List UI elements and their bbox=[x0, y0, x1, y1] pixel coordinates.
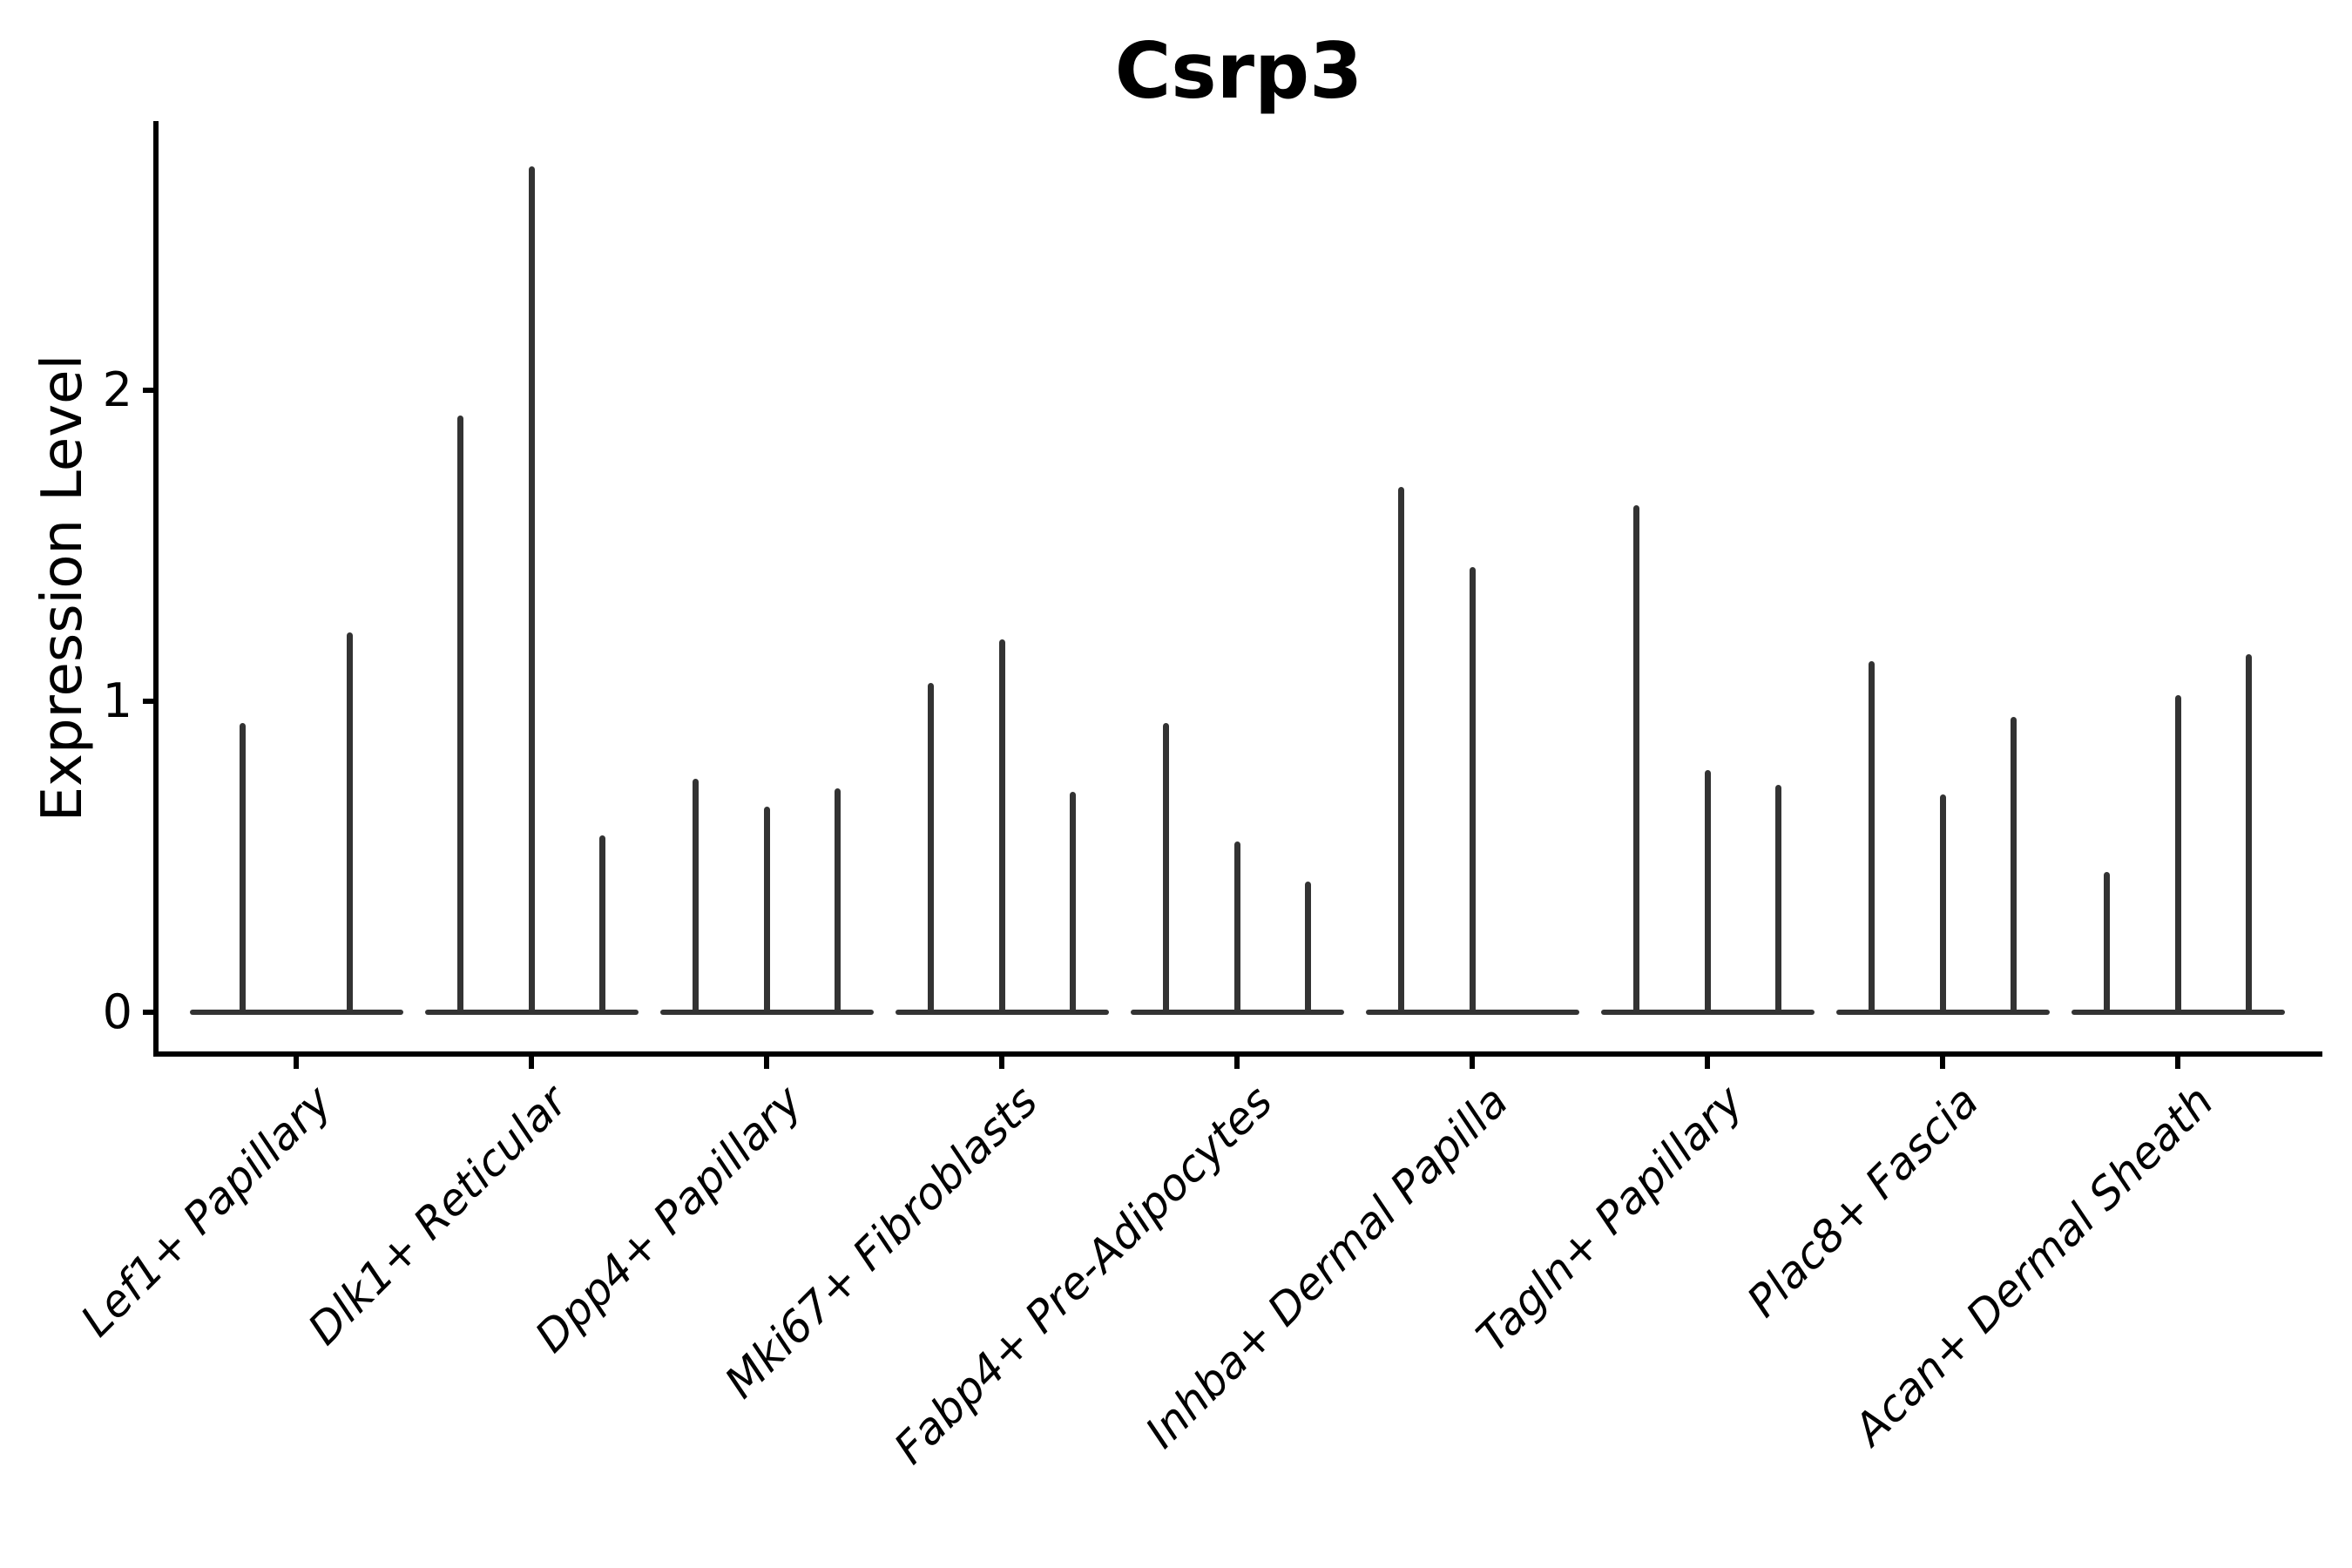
y-axis-label: Expression Level bbox=[30, 354, 95, 822]
violin-spike bbox=[1632, 505, 1639, 1015]
x-tick-label: Plac8+ Fascia bbox=[1737, 1076, 1989, 1328]
violin-spike bbox=[1775, 785, 1782, 1015]
y-tick-label: 0 bbox=[102, 984, 132, 1039]
x-tick-mark bbox=[529, 1056, 534, 1069]
y-tick-mark bbox=[143, 388, 156, 393]
violin-spike bbox=[528, 166, 535, 1015]
violin-spike bbox=[240, 722, 247, 1015]
violin-spike bbox=[1305, 882, 1312, 1015]
chart-title: Csrp3 bbox=[1114, 26, 1363, 116]
violin-spike bbox=[1939, 794, 1946, 1015]
violin-spike bbox=[1868, 660, 1875, 1015]
x-tick-label: Tagln+ Papillary bbox=[1467, 1076, 1754, 1362]
violin-spike bbox=[2246, 654, 2253, 1015]
x-tick-mark bbox=[1470, 1056, 1475, 1069]
violin-spike bbox=[763, 807, 770, 1015]
violin-spike bbox=[1233, 841, 1240, 1015]
y-tick-mark bbox=[143, 699, 156, 704]
violin-spike bbox=[2174, 694, 2181, 1015]
x-tick-mark bbox=[1705, 1056, 1710, 1069]
violin-spike bbox=[692, 779, 699, 1015]
x-tick-label: Dlk1+ Reticular bbox=[298, 1076, 578, 1355]
x-tick-mark bbox=[1940, 1056, 1945, 1069]
x-tick-mark bbox=[1234, 1056, 1240, 1069]
violin-spike bbox=[456, 415, 463, 1015]
violin-spike bbox=[998, 639, 1005, 1015]
y-tick-label: 2 bbox=[102, 362, 132, 417]
x-axis-spine bbox=[153, 1051, 2322, 1057]
violin-spike bbox=[1704, 769, 1711, 1015]
violin-spike bbox=[599, 835, 606, 1015]
violin-spike bbox=[1070, 791, 1077, 1015]
y-tick-mark bbox=[143, 1010, 156, 1015]
violin-spike bbox=[346, 632, 353, 1015]
violin-spike bbox=[835, 787, 841, 1015]
violin-spike bbox=[1397, 486, 1404, 1015]
x-tick-mark bbox=[999, 1056, 1004, 1069]
violin-spike bbox=[2103, 872, 2110, 1015]
x-tick-mark bbox=[294, 1056, 299, 1069]
violin-spike bbox=[1469, 567, 1476, 1015]
violin-spike bbox=[2011, 716, 2017, 1015]
x-tick-mark bbox=[764, 1056, 769, 1069]
violin-baseline bbox=[189, 1010, 403, 1015]
x-tick-mark bbox=[2175, 1056, 2180, 1069]
x-tick-label: Dpp4+ Papillary bbox=[525, 1076, 813, 1362]
x-tick-label: Fabp4+ Pre-Adipocytes bbox=[884, 1076, 1283, 1474]
y-tick-label: 1 bbox=[102, 673, 132, 728]
violin-spike bbox=[1162, 722, 1169, 1015]
x-tick-label: Lef1+ Papillary bbox=[71, 1076, 342, 1347]
y-axis-spine bbox=[153, 121, 159, 1057]
violin-spike bbox=[927, 682, 934, 1015]
